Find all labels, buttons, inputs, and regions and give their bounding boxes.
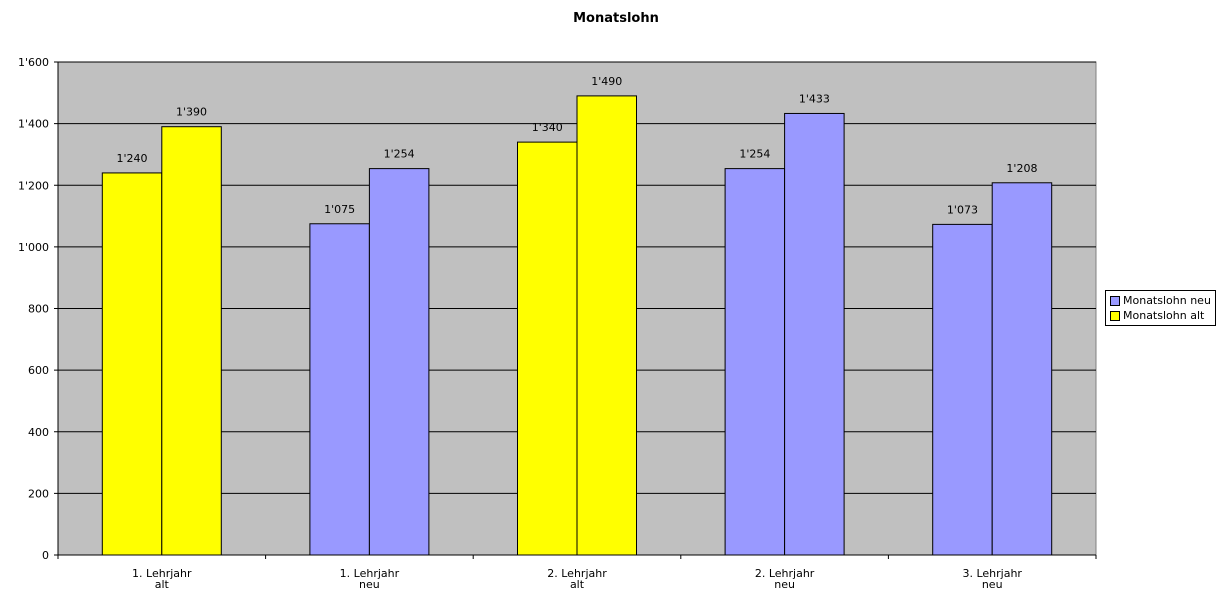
y-tick-label: 1'000 bbox=[18, 241, 49, 254]
x-tick-label: alt bbox=[155, 578, 170, 591]
axes: 0 200 400 600 800 1'000 1'200 1'400 1'600 1. Lehr… bbox=[18, 56, 1097, 591]
bar bbox=[991, 182, 1053, 556]
y-tick-label: 1'600 bbox=[18, 56, 49, 69]
x-tick-label: neu bbox=[774, 578, 795, 591]
y-tick-label: 1'200 bbox=[18, 179, 49, 192]
data-labels: 1'240 1'390 1'075 1'254 1'340 1'490 1'254 1'433… bbox=[117, 75, 1038, 216]
legend: Monatslohn neu Monatslohn alt bbox=[1105, 290, 1216, 326]
legend-label-neu: Monatslohn neu bbox=[1123, 294, 1211, 307]
x-tick-label: alt bbox=[570, 578, 585, 591]
legend-swatch-alt bbox=[1110, 310, 1120, 321]
data-label: 1'208 bbox=[1006, 162, 1037, 175]
bar bbox=[368, 168, 430, 556]
legend-item-alt: Monatslohn alt bbox=[1110, 308, 1211, 323]
legend-label-alt: Monatslohn alt bbox=[1123, 309, 1205, 322]
x-tick-label: 1. Lehrjahr bbox=[132, 567, 192, 580]
x-tick-label: 1. Lehrjahr bbox=[340, 567, 400, 580]
y-tick-label: 1'400 bbox=[18, 118, 49, 131]
x-tick-label: neu bbox=[359, 578, 380, 591]
bar bbox=[309, 223, 370, 556]
bars bbox=[101, 95, 1053, 556]
data-label: 1'073 bbox=[947, 203, 978, 216]
y-tick-label: 400 bbox=[28, 426, 49, 439]
data-label: 1'490 bbox=[591, 75, 622, 88]
data-label: 1'433 bbox=[799, 92, 830, 105]
chart-title: Monatslohn bbox=[573, 11, 659, 26]
data-label: 1'254 bbox=[384, 148, 415, 161]
data-label: 1'075 bbox=[324, 203, 355, 216]
legend-swatch-neu bbox=[1110, 295, 1120, 306]
data-label: 1'340 bbox=[532, 121, 563, 134]
bar bbox=[517, 141, 578, 556]
x-tick-label: 2. Lehrjahr bbox=[547, 567, 607, 580]
bar bbox=[724, 168, 786, 556]
y-tick-label: 600 bbox=[28, 364, 49, 377]
legend-item-neu: Monatslohn neu bbox=[1110, 293, 1211, 308]
bar bbox=[932, 223, 993, 556]
x-tick-label: 2. Lehrjahr bbox=[755, 567, 815, 580]
data-label: 1'390 bbox=[176, 106, 207, 119]
bar bbox=[576, 95, 637, 556]
bar bbox=[101, 172, 163, 556]
bar bbox=[161, 126, 222, 556]
y-tick-label: 0 bbox=[42, 549, 49, 562]
x-tick-label: 3. Lehrjahr bbox=[962, 567, 1022, 580]
data-label: 1'240 bbox=[117, 152, 148, 165]
x-tick-label: neu bbox=[982, 578, 1003, 591]
data-label: 1'254 bbox=[739, 148, 770, 161]
y-tick-label: 800 bbox=[28, 303, 49, 316]
bar bbox=[784, 112, 845, 556]
y-tick-label: 200 bbox=[28, 487, 49, 500]
